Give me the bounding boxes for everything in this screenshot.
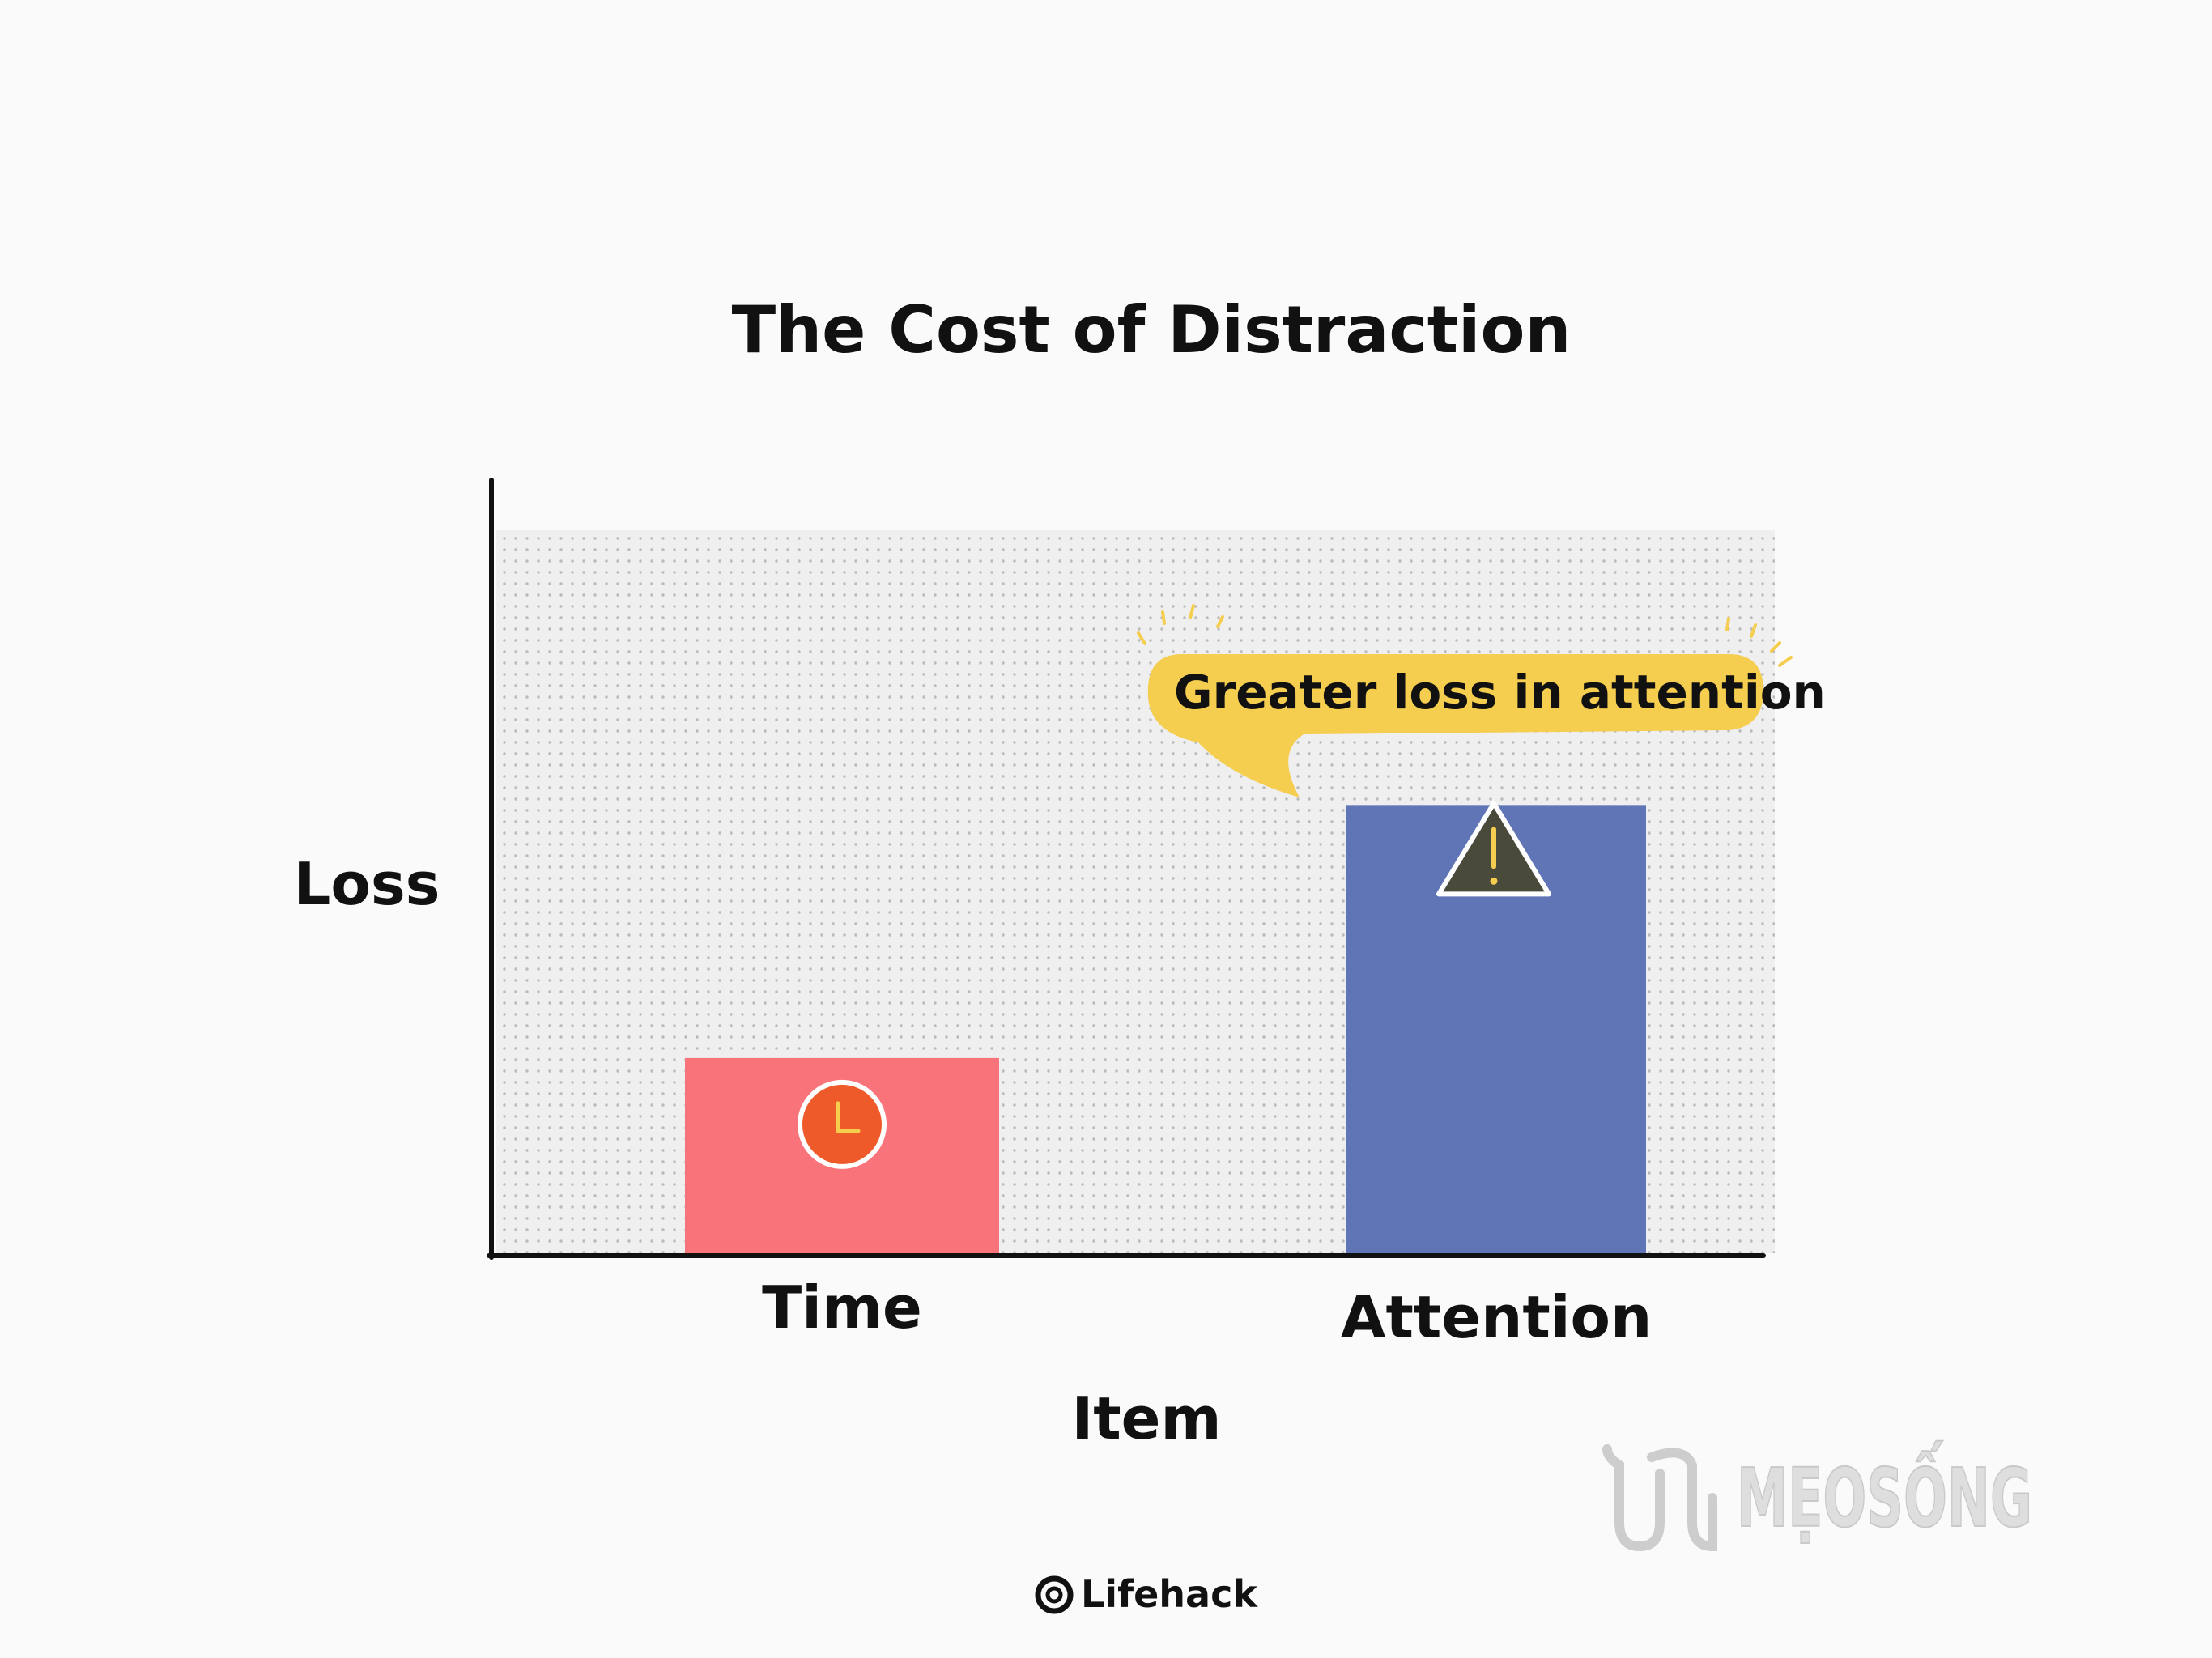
annotation-bubble: Greater loss in attention xyxy=(1137,604,1826,797)
y-axis-label: Loss xyxy=(293,850,440,918)
annotation-bubble-shape xyxy=(1147,654,1763,797)
watermark-logo xyxy=(1602,1444,1717,1552)
annotation-text: Greater loss in attention xyxy=(1174,665,1826,720)
x-axis-label: Item xyxy=(1071,1384,1221,1452)
x-tick-label-attention: Attention xyxy=(1341,1283,1652,1351)
lifehack-logo-icon-inner xyxy=(1045,1586,1063,1604)
warning-icon xyxy=(1436,801,1551,897)
footer-logo: Lifehack xyxy=(1035,1572,1258,1616)
footer-brand: Lifehack xyxy=(1081,1572,1258,1616)
sparkle-lines-left xyxy=(1137,604,1224,645)
clock-icon xyxy=(798,1079,887,1169)
watermark-text: MẸOSỐNG xyxy=(1737,1440,2032,1545)
watermark: MẸOSỐNG xyxy=(1602,1439,2033,1552)
x-tick-label-time: Time xyxy=(762,1273,922,1341)
sparkle-lines-right xyxy=(1725,617,1793,667)
chart-title: The Cost of Distraction xyxy=(732,292,1572,368)
lifehack-logo-icon xyxy=(1035,1575,1074,1614)
